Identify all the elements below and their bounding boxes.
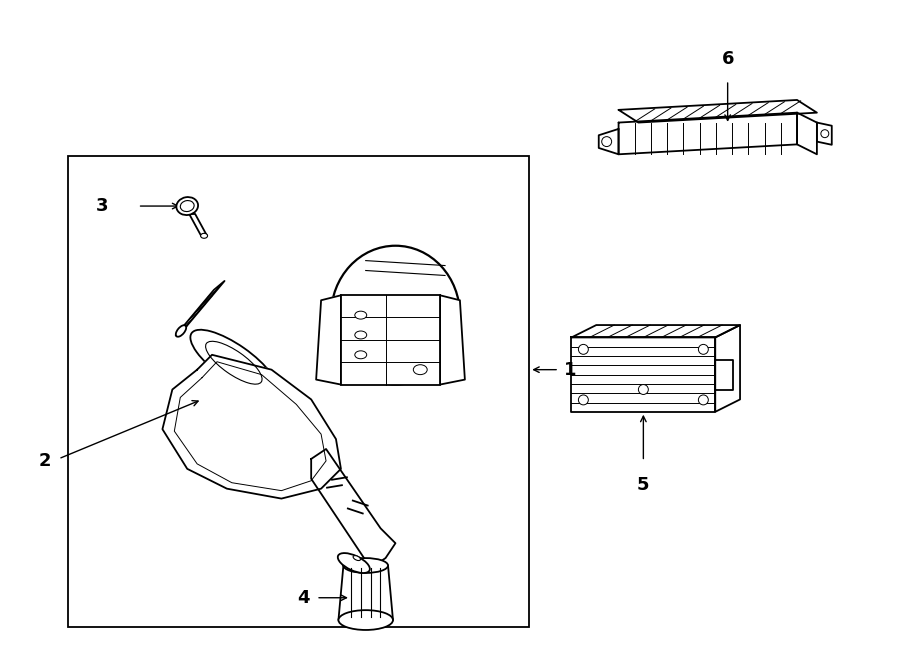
Polygon shape xyxy=(716,359,733,389)
Polygon shape xyxy=(338,565,393,620)
Text: 1: 1 xyxy=(564,361,577,379)
Text: 2: 2 xyxy=(39,452,51,470)
Ellipse shape xyxy=(338,553,370,573)
Polygon shape xyxy=(189,214,207,236)
Polygon shape xyxy=(817,122,832,145)
Ellipse shape xyxy=(201,233,208,238)
Text: 4: 4 xyxy=(297,589,310,607)
Polygon shape xyxy=(316,295,341,385)
Polygon shape xyxy=(162,355,341,498)
Ellipse shape xyxy=(205,342,262,384)
Circle shape xyxy=(602,136,612,146)
Polygon shape xyxy=(440,295,465,385)
Ellipse shape xyxy=(353,555,361,561)
Polygon shape xyxy=(176,281,225,336)
Circle shape xyxy=(698,395,708,405)
Circle shape xyxy=(821,130,829,138)
Circle shape xyxy=(638,385,648,395)
Ellipse shape xyxy=(191,330,277,396)
Text: 3: 3 xyxy=(95,197,108,215)
Bar xyxy=(341,295,440,385)
Polygon shape xyxy=(572,338,716,412)
Ellipse shape xyxy=(413,365,428,375)
Ellipse shape xyxy=(176,197,198,215)
Circle shape xyxy=(698,344,708,354)
Ellipse shape xyxy=(176,325,186,337)
Text: 6: 6 xyxy=(722,50,734,68)
Ellipse shape xyxy=(355,331,366,339)
Polygon shape xyxy=(618,113,797,154)
Bar xyxy=(68,156,529,628)
Polygon shape xyxy=(311,449,395,568)
Polygon shape xyxy=(598,129,618,154)
Polygon shape xyxy=(797,113,817,154)
Ellipse shape xyxy=(180,201,194,212)
Text: 5: 5 xyxy=(637,476,650,495)
Circle shape xyxy=(579,395,589,405)
Polygon shape xyxy=(618,100,817,122)
Circle shape xyxy=(579,344,589,354)
Polygon shape xyxy=(716,325,740,412)
Ellipse shape xyxy=(338,610,393,630)
Ellipse shape xyxy=(344,558,388,573)
Ellipse shape xyxy=(331,246,460,385)
Polygon shape xyxy=(572,325,740,338)
Ellipse shape xyxy=(355,311,366,319)
Ellipse shape xyxy=(355,351,366,359)
